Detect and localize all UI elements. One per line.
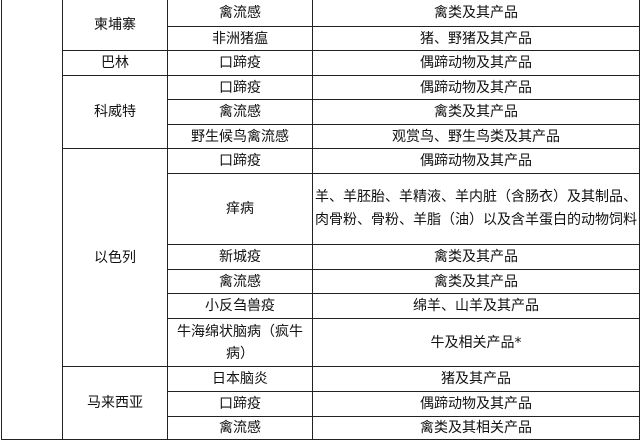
country-cell: 科威特 bbox=[62, 75, 168, 149]
disease-cell: 新城疫 bbox=[167, 244, 313, 270]
products-cell: 偶蹄动物及其产品 bbox=[312, 75, 640, 100]
table-row: 以色列 口蹄疫 偶蹄动物及其产品 bbox=[2, 148, 640, 367]
products-cell: 禽类及其产品 bbox=[312, 0, 640, 27]
disease-cell: 口蹄疫 bbox=[167, 75, 313, 100]
table-row: 痒病 羊、羊胚胎、羊精液、羊内脏（含肠衣）及其制品、肉骨粉、骨粉、羊脂（油）以及含… bbox=[2, 173, 640, 245]
products-cell: 禽类及其产品 bbox=[312, 269, 640, 294]
table-row: 马来西亚 日本脑炎 猪及其产品 bbox=[2, 366, 640, 440]
country-cell: 以色列 bbox=[62, 148, 168, 367]
products-cell: 牛及相关产品* bbox=[312, 318, 640, 367]
disease-cell: 禽流感 bbox=[167, 269, 313, 294]
table-row: 野生候鸟禽流感 观赏鸟、野生鸟类及其产品 bbox=[2, 124, 640, 149]
products-cell: 禽类及其产品 bbox=[312, 99, 640, 125]
table-row: 非洲猪瘟 猪、野猪及其产品 bbox=[2, 26, 640, 51]
country-cell: 柬埔寨 bbox=[62, 0, 168, 51]
products-cell: 猪及其产品 bbox=[312, 366, 640, 392]
country-cell: 马来西亚 bbox=[62, 366, 168, 440]
table-row: 科威特 口蹄疫 偶蹄动物及其产品 bbox=[2, 75, 640, 149]
disease-cell: 非洲猪瘟 bbox=[167, 26, 313, 51]
disease-cell: 野生候鸟禽流感 bbox=[167, 124, 313, 149]
table-row: 巴林 口蹄疫 偶蹄动物及其产品 bbox=[2, 50, 640, 76]
disease-cell: 口蹄疫 bbox=[167, 148, 313, 174]
products-cell: 绵羊、山羊及其产品 bbox=[312, 293, 640, 319]
table-row: 牛海绵状脑病（疯牛病） 牛及相关产品* bbox=[2, 318, 640, 367]
products-cell: 禽类及其相关产品 bbox=[312, 416, 640, 440]
disease-cell: 日本脑炎 bbox=[167, 366, 313, 392]
disease-cell: 口蹄疫 bbox=[167, 50, 313, 76]
table-row: 口蹄疫 偶蹄动物及其产品 bbox=[2, 391, 640, 417]
products-cell: 偶蹄动物及其产品 bbox=[312, 391, 640, 417]
products-cell: 偶蹄动物及其产品 bbox=[312, 148, 640, 174]
table-row: 禽流感 禽类及其相关产品 bbox=[2, 416, 640, 440]
disease-cell: 禽流感 bbox=[167, 0, 313, 27]
disease-cell: 口蹄疫 bbox=[167, 391, 313, 417]
disease-cell: 小反刍兽疫 bbox=[167, 293, 313, 319]
disease-cell: 牛海绵状脑病（疯牛病） bbox=[167, 318, 313, 367]
table-row: 禽流感 禽类及其产品 bbox=[2, 99, 640, 125]
products-cell: 禽类及其产品 bbox=[312, 244, 640, 270]
blank-category-cell bbox=[1, 0, 63, 440]
products-cell: 偶蹄动物及其产品 bbox=[312, 50, 640, 76]
disease-cell: 禽流感 bbox=[167, 99, 313, 125]
disease-cell: 痒病 bbox=[167, 173, 313, 245]
products-cell: 羊、羊胚胎、羊精液、羊内脏（含肠衣）及其制品、肉骨粉、骨粉、羊脂（油）以及含羊蛋… bbox=[312, 173, 640, 245]
products-cell: 猪、野猪及其产品 bbox=[312, 26, 640, 51]
table-row: 禽流感 禽类及其产品 bbox=[2, 269, 640, 294]
country-cell: 巴林 bbox=[62, 50, 168, 76]
products-cell: 观赏鸟、野生鸟类及其产品 bbox=[312, 124, 640, 149]
disease-cell: 禽流感 bbox=[167, 416, 313, 440]
